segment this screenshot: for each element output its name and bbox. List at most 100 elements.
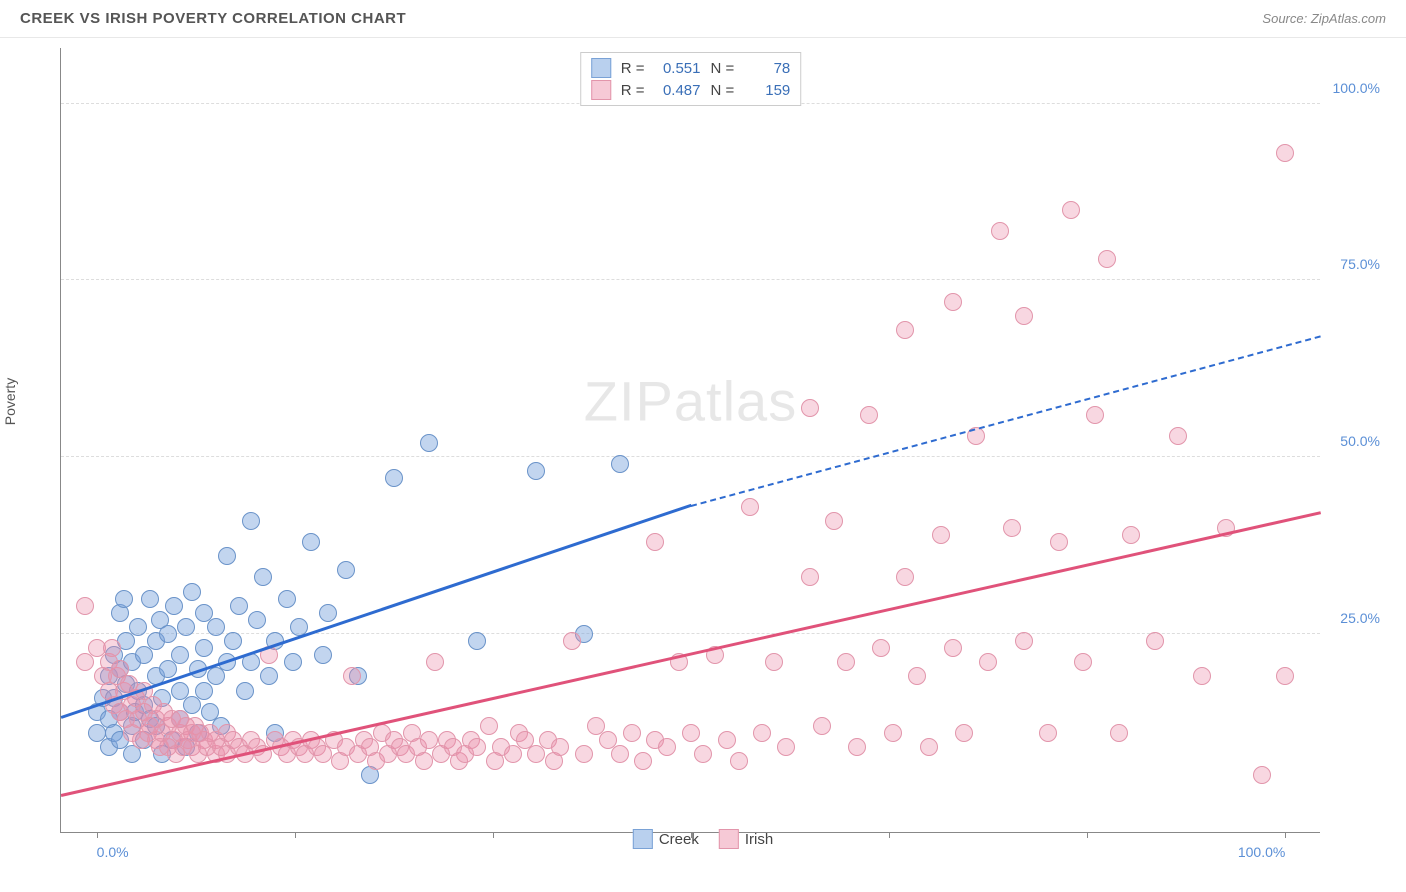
data-point bbox=[1015, 632, 1033, 650]
x-tick-mark bbox=[1087, 832, 1088, 838]
data-point bbox=[1074, 653, 1092, 671]
data-point bbox=[236, 682, 254, 700]
data-point bbox=[242, 512, 260, 530]
data-point bbox=[1062, 201, 1080, 219]
data-point bbox=[563, 632, 581, 650]
data-point bbox=[284, 653, 302, 671]
data-point bbox=[1098, 250, 1116, 268]
correlation-legend: R =0.551N =78R =0.487N =159 bbox=[580, 52, 802, 106]
data-point bbox=[944, 639, 962, 657]
data-point bbox=[694, 745, 712, 763]
legend-row: R =0.551N =78 bbox=[591, 57, 791, 79]
y-tick-label: 100.0% bbox=[1333, 80, 1380, 96]
data-point bbox=[1086, 406, 1104, 424]
chart-title: CREEK VS IRISH POVERTY CORRELATION CHART bbox=[20, 10, 406, 27]
data-point bbox=[248, 611, 266, 629]
data-point bbox=[848, 738, 866, 756]
legend-label: Irish bbox=[745, 831, 773, 848]
data-point bbox=[207, 667, 225, 685]
data-point bbox=[872, 639, 890, 657]
y-axis-label: Poverty bbox=[2, 377, 18, 424]
data-point bbox=[979, 653, 997, 671]
data-point bbox=[1253, 766, 1271, 784]
watermark: ZIPatlas bbox=[584, 368, 797, 433]
data-point bbox=[1169, 427, 1187, 445]
data-point bbox=[741, 498, 759, 516]
data-point bbox=[932, 526, 950, 544]
data-point bbox=[183, 583, 201, 601]
data-point bbox=[159, 660, 177, 678]
legend-item: Creek bbox=[633, 829, 699, 849]
data-point bbox=[1276, 144, 1294, 162]
y-tick-label: 25.0% bbox=[1340, 610, 1380, 626]
data-point bbox=[278, 590, 296, 608]
data-point bbox=[801, 399, 819, 417]
data-point bbox=[195, 682, 213, 700]
data-point bbox=[1039, 724, 1057, 742]
x-tick-mark bbox=[493, 832, 494, 838]
data-point bbox=[896, 568, 914, 586]
data-point bbox=[718, 731, 736, 749]
gridline bbox=[61, 279, 1320, 280]
data-point bbox=[420, 434, 438, 452]
data-point bbox=[634, 752, 652, 770]
legend-label: Creek bbox=[659, 831, 699, 848]
data-point bbox=[115, 590, 133, 608]
data-point bbox=[955, 724, 973, 742]
data-point bbox=[171, 646, 189, 664]
data-point bbox=[504, 745, 522, 763]
plot-area: ZIPatlas R =0.551N =78R =0.487N =159 25.… bbox=[60, 48, 1320, 833]
data-point bbox=[801, 568, 819, 586]
data-point bbox=[991, 222, 1009, 240]
data-point bbox=[1146, 632, 1164, 650]
source-label: Source: bbox=[1262, 11, 1307, 26]
data-point bbox=[468, 738, 486, 756]
data-point bbox=[76, 597, 94, 615]
chart-header: CREEK VS IRISH POVERTY CORRELATION CHART… bbox=[0, 0, 1406, 38]
data-point bbox=[682, 724, 700, 742]
data-point bbox=[777, 738, 795, 756]
data-point bbox=[302, 533, 320, 551]
data-point bbox=[1050, 533, 1068, 551]
data-point bbox=[730, 752, 748, 770]
r-value: 0.551 bbox=[651, 60, 701, 77]
data-point bbox=[813, 717, 831, 735]
legend-swatch bbox=[591, 58, 611, 78]
n-value: 78 bbox=[740, 60, 790, 77]
r-label: R = bbox=[621, 60, 645, 77]
data-point bbox=[860, 406, 878, 424]
data-point bbox=[165, 597, 183, 615]
data-point bbox=[135, 646, 153, 664]
data-point bbox=[658, 738, 676, 756]
gridline bbox=[61, 456, 1320, 457]
data-point bbox=[920, 738, 938, 756]
data-point bbox=[480, 717, 498, 735]
data-point bbox=[527, 745, 545, 763]
x-tick-mark bbox=[295, 832, 296, 838]
data-point bbox=[623, 724, 641, 742]
data-point bbox=[141, 590, 159, 608]
data-point bbox=[337, 561, 355, 579]
data-point bbox=[129, 618, 147, 636]
data-point bbox=[1015, 307, 1033, 325]
data-point bbox=[908, 667, 926, 685]
data-point bbox=[426, 653, 444, 671]
source-value: ZipAtlas.com bbox=[1311, 11, 1386, 26]
data-point bbox=[575, 745, 593, 763]
r-label: R = bbox=[621, 82, 645, 99]
data-point bbox=[468, 632, 486, 650]
data-point bbox=[415, 752, 433, 770]
data-point bbox=[944, 293, 962, 311]
data-point bbox=[224, 632, 242, 650]
x-tick-mark bbox=[1285, 832, 1286, 838]
legend-swatch bbox=[591, 80, 611, 100]
data-point bbox=[1193, 667, 1211, 685]
data-point bbox=[177, 618, 195, 636]
data-point bbox=[527, 462, 545, 480]
data-point bbox=[314, 745, 332, 763]
legend-row: R =0.487N =159 bbox=[591, 79, 791, 101]
x-tick-mark bbox=[889, 832, 890, 838]
r-value: 0.487 bbox=[651, 82, 701, 99]
x-tick-label: 100.0% bbox=[1238, 844, 1285, 860]
data-point bbox=[76, 653, 94, 671]
